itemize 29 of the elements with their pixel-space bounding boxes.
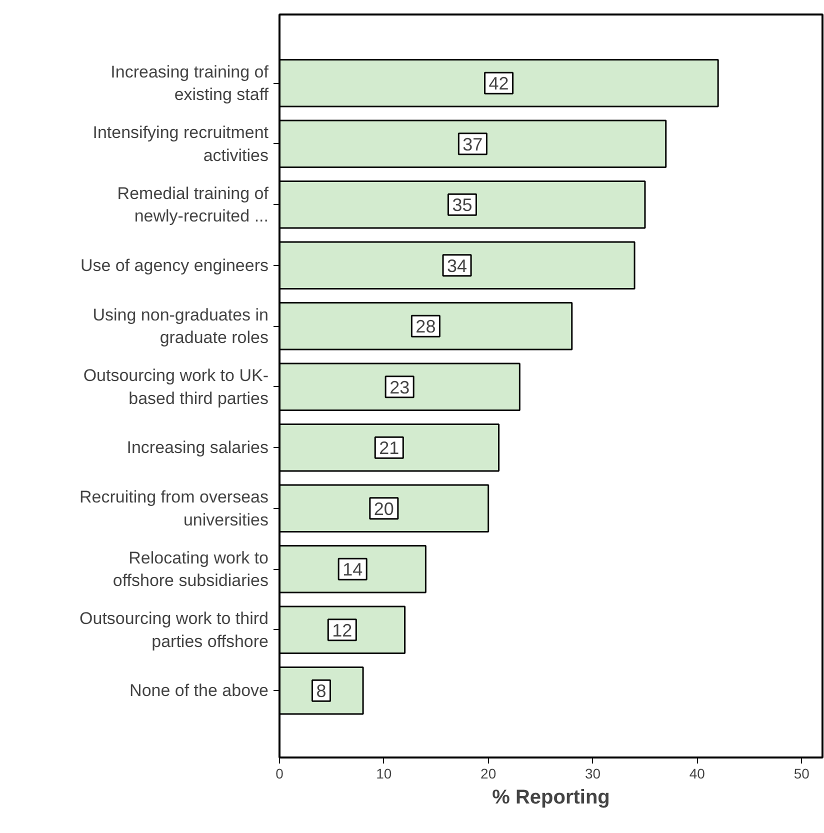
y-tick-label: Increasing salaries bbox=[126, 438, 269, 458]
y-tick-label: Intensifying recruitment activities bbox=[92, 123, 269, 165]
y-tick-label: Outsourcing work to UK-based third parties bbox=[83, 366, 269, 408]
x-tick-label: 30 bbox=[584, 766, 601, 782]
data-label: 21 bbox=[379, 438, 400, 458]
data-label: 37 bbox=[462, 134, 483, 154]
x-tick-label: 10 bbox=[376, 766, 392, 782]
x-axis-title: % Reporting bbox=[492, 786, 610, 808]
data-label: 35 bbox=[452, 195, 472, 216]
data-label: 42 bbox=[488, 74, 509, 94]
data-label: 14 bbox=[342, 560, 363, 580]
data-label: 12 bbox=[332, 620, 352, 640]
data-label: 34 bbox=[447, 256, 468, 276]
x-tick-label: 50 bbox=[794, 766, 810, 782]
x-tick-label: 0 bbox=[276, 766, 284, 782]
y-tick-label: Recruiting from overseas universities bbox=[80, 488, 269, 530]
data-label: 28 bbox=[416, 316, 436, 337]
data-label: 23 bbox=[390, 377, 410, 398]
y-tick-label: Remedial training of newly-recruited ... bbox=[117, 184, 269, 226]
data-label: 8 bbox=[316, 681, 326, 702]
y-tick-label: Increasing training of existing staff bbox=[110, 62, 269, 104]
y-tick-label: None of the above bbox=[130, 681, 269, 700]
y-tick-label: Use of agency engineers bbox=[80, 256, 268, 275]
y-tick-label: Using non-graduates in graduate roles bbox=[92, 305, 269, 348]
data-label: 20 bbox=[374, 498, 394, 519]
y-tick-label: Outsourcing work to third parties offshore bbox=[80, 609, 269, 651]
y-tick-label: Relocating work to offshore subsidiaries bbox=[112, 548, 269, 590]
x-tick-label: 40 bbox=[689, 766, 706, 782]
x-tick-label: 20 bbox=[480, 766, 496, 782]
